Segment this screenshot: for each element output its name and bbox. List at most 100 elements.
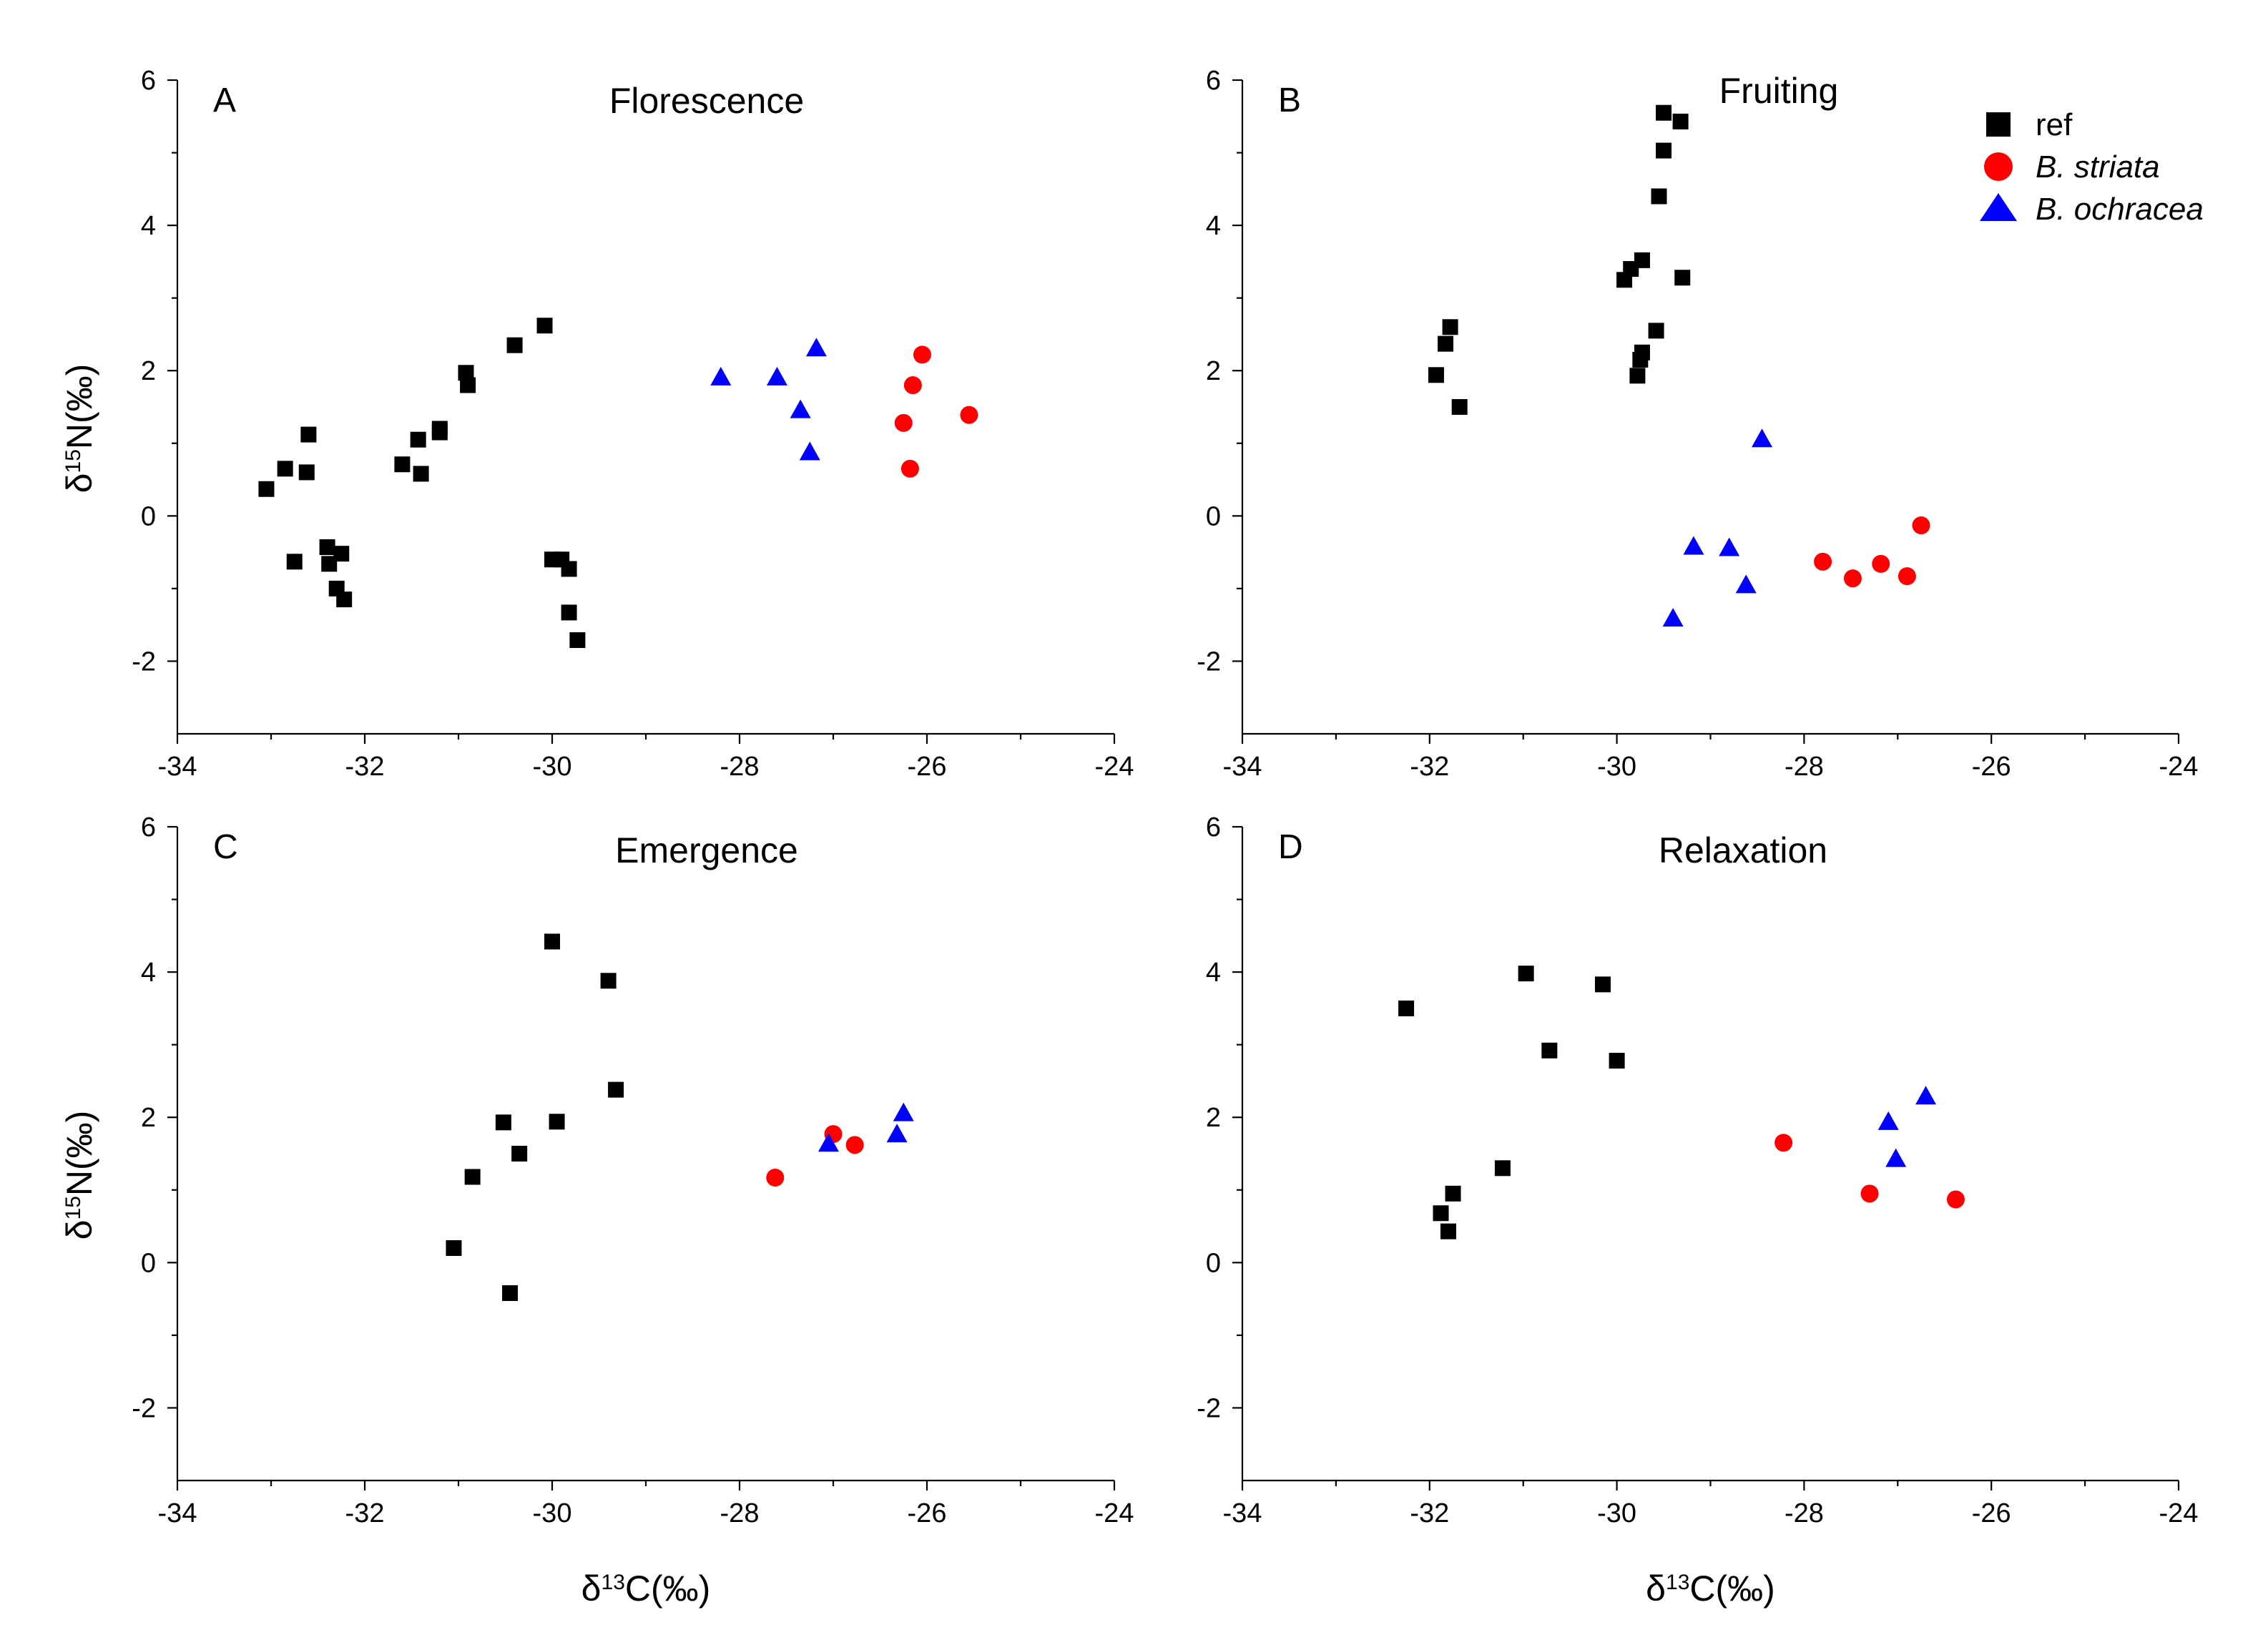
data-point xyxy=(1428,367,1444,383)
data-point xyxy=(1662,608,1684,627)
data-point xyxy=(413,466,429,482)
data-point xyxy=(1751,428,1772,448)
panel-letter: A xyxy=(213,82,236,119)
data-point xyxy=(1719,537,1740,556)
data-point xyxy=(333,546,350,562)
data-point xyxy=(799,441,820,461)
y-tick-label: 6 xyxy=(1206,66,1221,96)
data-point xyxy=(1651,188,1667,205)
x-tick-label: -28 xyxy=(720,752,760,782)
data-point xyxy=(1674,270,1691,286)
x-tick-label: -26 xyxy=(908,1498,947,1528)
x-tick-label: -28 xyxy=(720,1498,760,1528)
x-tick-label: -30 xyxy=(533,1498,572,1528)
legend-entry: ref xyxy=(1986,107,2073,142)
x-tick-label: -34 xyxy=(158,752,197,782)
data-point xyxy=(1433,1205,1449,1222)
legend-square-marker xyxy=(1986,112,2011,137)
y-tick-label: 0 xyxy=(141,501,156,531)
legend: ref B. striata B. ochracea xyxy=(1980,107,2204,227)
data-point xyxy=(495,1114,511,1131)
x-tick-label: -28 xyxy=(1785,1498,1824,1528)
data-point xyxy=(1656,104,1672,121)
data-point xyxy=(1898,567,1916,586)
y-tick-label: 0 xyxy=(1206,1248,1221,1278)
x-tick-label: -24 xyxy=(1095,1498,1134,1528)
data-point xyxy=(886,1124,908,1143)
legend-label: B. ochracea xyxy=(2036,192,2204,227)
data-point xyxy=(464,1169,481,1185)
data-point xyxy=(1915,1086,1937,1105)
data-point xyxy=(1632,351,1649,368)
data-point xyxy=(506,337,523,353)
panel-letter: C xyxy=(213,828,238,866)
data-point xyxy=(818,1133,839,1152)
y-tick-label: 2 xyxy=(141,1103,156,1133)
series-b-striata xyxy=(1814,516,1930,588)
data-point xyxy=(845,1136,864,1154)
data-point xyxy=(710,366,732,386)
data-point xyxy=(1541,1042,1558,1059)
x-tick-label: -32 xyxy=(1410,1498,1449,1528)
data-point xyxy=(1442,319,1458,335)
x-tick-label: -34 xyxy=(1223,752,1262,782)
y-tick-label: 6 xyxy=(141,812,156,843)
panel-d: -34 -32 -30 -28 -26 -24 -2 0 2 4 6 D Relaxation δ13C(… xyxy=(1197,812,2198,1609)
data-point xyxy=(458,365,474,381)
series-b-striata xyxy=(766,1125,864,1187)
y-tick-label: 4 xyxy=(141,211,156,241)
y-axis-title: δ15N(‰) xyxy=(59,1111,99,1240)
data-point xyxy=(1860,1184,1879,1203)
data-point xyxy=(1877,1111,1899,1130)
y-tick-label: -2 xyxy=(1197,647,1221,677)
data-point xyxy=(1656,142,1672,159)
series-b-striata xyxy=(1774,1134,1965,1209)
y-tick-label: 4 xyxy=(141,958,156,988)
data-point xyxy=(298,464,315,481)
series-b-ochracea xyxy=(1662,428,1772,627)
panel-title: Fruiting xyxy=(1719,71,1839,111)
panel-title: Relaxation xyxy=(1659,830,1827,870)
data-point xyxy=(766,366,787,386)
x-tick-label: -28 xyxy=(1785,752,1824,782)
data-point xyxy=(300,426,317,443)
data-point xyxy=(258,481,275,497)
series-b-striata xyxy=(894,345,978,478)
x-tick-label: -32 xyxy=(345,752,385,782)
x-tick-label: -24 xyxy=(2159,752,2199,782)
data-point xyxy=(410,431,426,448)
data-point xyxy=(903,376,922,395)
data-point xyxy=(1398,1000,1415,1016)
x-tick-label: -30 xyxy=(1597,752,1636,782)
y-tick-label: 2 xyxy=(1206,1103,1221,1133)
data-point xyxy=(960,406,978,424)
data-point xyxy=(1872,554,1890,573)
data-point xyxy=(1494,1160,1511,1177)
data-point xyxy=(1616,272,1633,288)
y-tick-label: 6 xyxy=(1206,812,1221,843)
data-point xyxy=(1735,574,1757,594)
data-point xyxy=(1912,516,1930,535)
y-tick-label: 2 xyxy=(1206,356,1221,386)
panel-b: -34 -32 -30 -28 -26 -24 -2 0 2 4 6 B Fruiting ref B. s… xyxy=(1197,66,2204,782)
data-point xyxy=(1885,1148,1907,1167)
legend-entry: B. ochracea xyxy=(1980,192,2204,227)
panel-c: -34 -32 -30 -28 -26 -24 -2 0 2 4 6 C Emergence δ15N(‰… xyxy=(59,812,1134,1609)
data-point xyxy=(1609,1053,1625,1069)
x-tick-label: -26 xyxy=(1972,752,2011,782)
x-tick-label: -34 xyxy=(158,1498,197,1528)
y-tick-label: 2 xyxy=(141,356,156,386)
data-point xyxy=(1451,399,1468,415)
x-tick-label: -26 xyxy=(908,752,947,782)
y-tick-label: -2 xyxy=(132,647,156,677)
y-tick-label: 4 xyxy=(1206,958,1221,988)
data-point xyxy=(431,424,448,441)
data-point xyxy=(766,1169,785,1187)
data-point xyxy=(608,1081,624,1098)
data-point xyxy=(1629,368,1646,384)
x-tick-label: -24 xyxy=(2159,1498,2199,1528)
data-point xyxy=(1672,113,1689,129)
series-b-ochracea xyxy=(818,1102,914,1152)
data-point xyxy=(1518,966,1534,982)
